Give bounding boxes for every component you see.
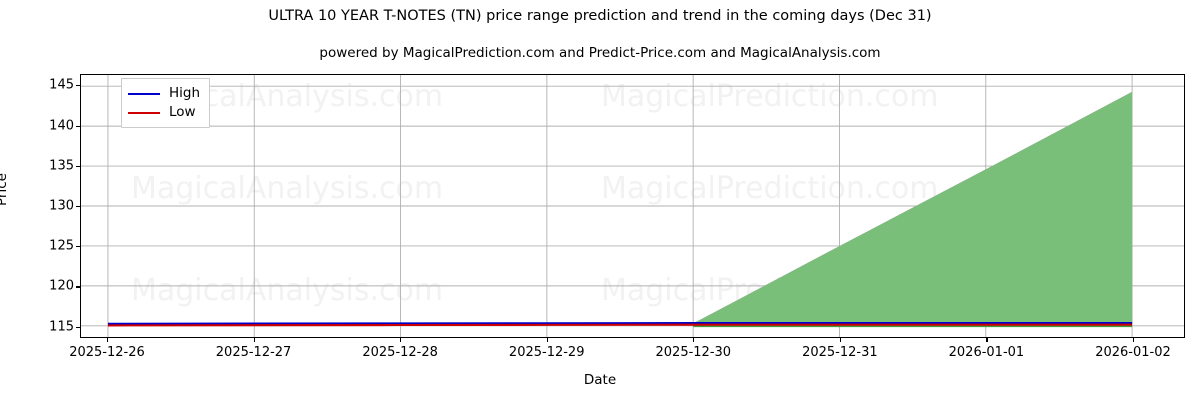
x-tick-label: 2025-12-31 [802,345,878,360]
chart-title: ULTRA 10 YEAR T-NOTES (TN) price range p… [268,8,932,24]
chart-subtitle: powered by MagicalPrediction.com and Pre… [319,45,881,61]
y-tick-label: 120 [49,278,74,294]
y-tick-label: 130 [49,198,74,214]
y-tick-label: 135 [49,158,74,174]
legend-item-low[interactable]: Low [128,103,200,122]
legend-swatch-high [128,92,160,95]
x-tick-label: 2026-01-02 [1095,345,1171,360]
trend-range-fill [693,91,1133,326]
x-tick-label: 2026-01-01 [948,345,1025,360]
x-tick-mark [986,338,988,342]
x-axis-label: Date [583,372,617,388]
x-tick-mark [693,338,695,342]
x-tick-label: 2025-12-28 [362,345,438,360]
x-tick-mark [1133,338,1135,342]
y-tick-label: 125 [49,238,74,254]
x-tick-label: 2025-12-27 [215,345,292,360]
legend-swatch-low [128,111,160,114]
y-tick-label: 145 [49,77,74,93]
y-tick-mark [76,286,80,288]
legend-label-high: High [169,84,201,101]
legend-item-high[interactable]: High [128,84,200,103]
legend-label-low: Low [169,103,196,120]
y-tick-mark [76,165,80,167]
plot-canvas [81,75,1184,337]
y-tick-mark [76,125,80,127]
chart-legend: High Low [121,78,211,128]
x-tick-mark [107,338,109,342]
y-axis-tick-labels: 115 120 125 130 135 140 145 [0,0,74,400]
x-axis-tick-labels: 2025-12-26 2025-12-27 2025-12-28 2025-12-29… [0,345,1200,369]
y-tick-label: 115 [49,319,74,335]
x-tick-label: 2025-12-26 [69,345,145,360]
x-tick-label: 2025-12-29 [508,345,585,360]
series-line-high [107,322,1133,325]
y-tick-mark [76,85,80,87]
x-tick-mark [400,338,402,342]
x-tick-mark [839,338,842,342]
x-tick-mark [546,338,548,342]
x-tick-mark [253,338,255,342]
y-tick-mark [76,326,80,328]
series-line-low [107,323,1133,327]
plot-area: MagicalAnalysis.com MagicalPrediction.com… [80,74,1185,338]
x-tick-label: 2025-12-30 [655,345,732,360]
y-tick-label: 140 [49,118,74,133]
y-tick-mark [76,246,80,248]
y-tick-mark [76,206,80,208]
